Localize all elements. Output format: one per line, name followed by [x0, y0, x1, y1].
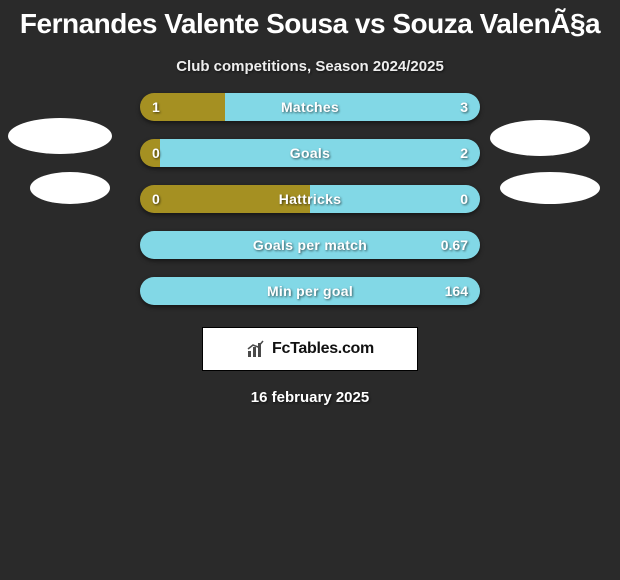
brand-chart-icon	[246, 339, 266, 359]
brand-text: FcTables.com	[272, 340, 374, 358]
stat-row: 164Min per goal	[140, 277, 480, 305]
stat-row: 0.67Goals per match	[140, 231, 480, 259]
stat-label: Matches	[140, 93, 480, 121]
stat-row: 00Hattricks	[140, 185, 480, 213]
stat-label: Goals per match	[140, 231, 480, 259]
avatar-placeholder	[500, 172, 600, 204]
stat-label: Goals	[140, 139, 480, 167]
stat-row: 02Goals	[140, 139, 480, 167]
subtitle: Club competitions, Season 2024/2025	[0, 58, 620, 75]
avatar-placeholder	[30, 172, 110, 204]
brand-box[interactable]: FcTables.com	[202, 327, 418, 371]
stat-label: Min per goal	[140, 277, 480, 305]
page-title: Fernandes Valente Sousa vs Souza ValenÃ§…	[0, 0, 620, 44]
comparison-card: Fernandes Valente Sousa vs Souza ValenÃ§…	[0, 0, 620, 580]
avatar-placeholder	[8, 118, 112, 154]
avatar-placeholder	[490, 120, 590, 156]
comparison-rows: 13Matches 02Goals 00Hattricks 0.67Goals per…	[140, 93, 480, 305]
stat-label: Hattricks	[140, 185, 480, 213]
stat-row: 13Matches	[140, 93, 480, 121]
date-text: 16 february 2025	[0, 389, 620, 406]
